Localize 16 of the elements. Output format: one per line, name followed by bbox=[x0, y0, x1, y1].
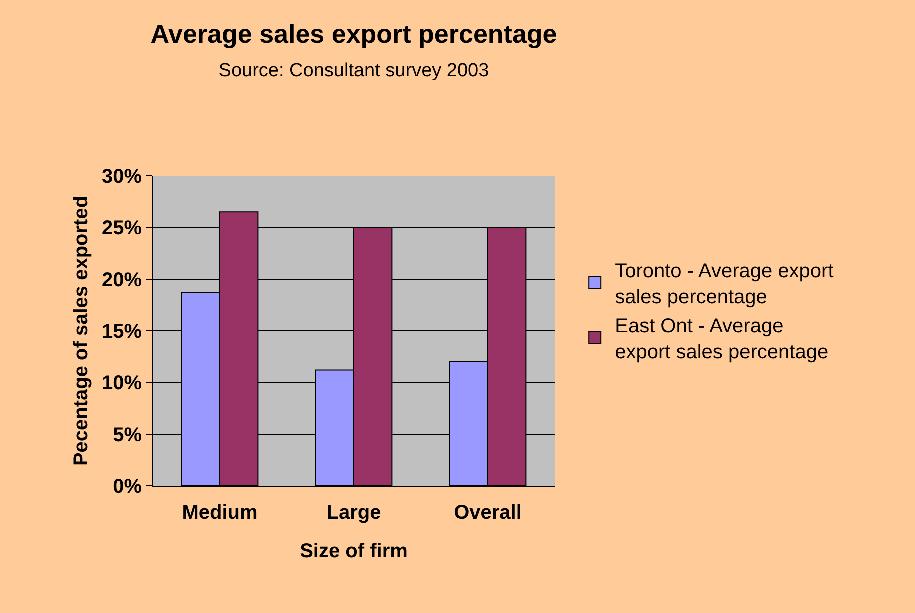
y-axis-title: Pecentage of sales exported bbox=[70, 196, 92, 466]
x-tick-label: Medium bbox=[182, 502, 258, 524]
y-tick-label: 0% bbox=[113, 476, 142, 498]
y-tick-label: 25% bbox=[102, 218, 142, 240]
x-tick-label: Overall bbox=[454, 502, 522, 524]
legend-label: Toronto - Average export sales percentage bbox=[615, 260, 834, 309]
x-tick-label: Large bbox=[326, 502, 382, 524]
y-tick-label: 20% bbox=[102, 269, 142, 292]
y-tick-label: 10% bbox=[102, 372, 142, 395]
chart-subtitle: Source: Consultant survey 2003 bbox=[218, 60, 490, 82]
legend-label: East Ont - Average export sales percentage bbox=[615, 316, 829, 364]
y-tick-label: 30% bbox=[102, 166, 142, 188]
y-tick-label: 5% bbox=[113, 424, 142, 446]
chart-title: Average sales export percentage bbox=[150, 18, 558, 49]
x-axis-title: Size of firm bbox=[300, 540, 408, 562]
y-tick-label: 15% bbox=[102, 321, 142, 343]
